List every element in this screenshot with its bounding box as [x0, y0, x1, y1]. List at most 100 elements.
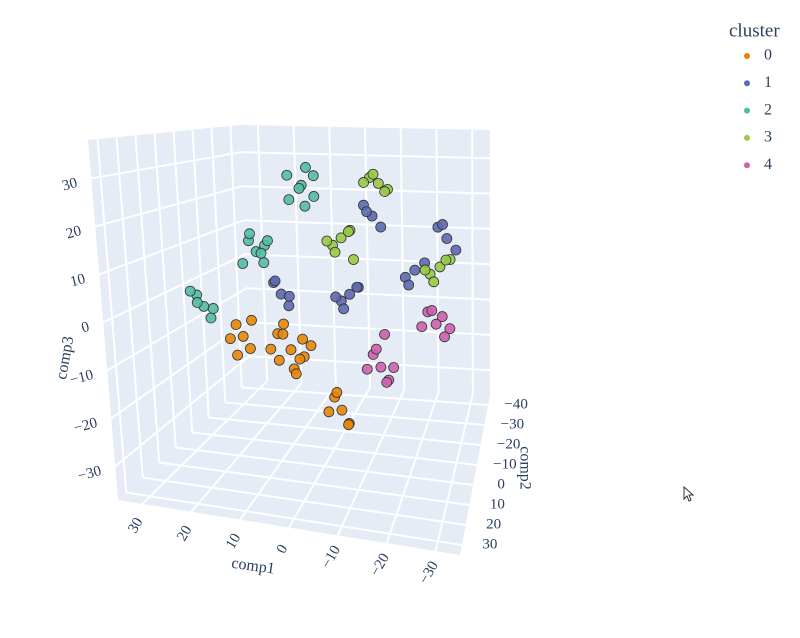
legend-marker: [744, 80, 750, 87]
point: [281, 169, 293, 181]
point: [440, 254, 452, 266]
point: [437, 219, 448, 230]
point: [293, 182, 305, 194]
y-grid-line: [153, 133, 177, 448]
point: [184, 285, 196, 297]
y-grid-line: [126, 491, 463, 546]
point: [338, 303, 350, 315]
z-grid-line: [94, 185, 243, 228]
point: [358, 177, 369, 188]
z-tick-label: 10: [68, 271, 87, 290]
y-axis-title: comp2: [516, 446, 533, 490]
z-grid-line: [243, 219, 491, 230]
x-grid-line: [471, 129, 474, 394]
y-grid-line: [172, 131, 194, 433]
points: [184, 162, 462, 431]
x-tick-label: −20: [367, 551, 393, 579]
point: [428, 276, 440, 288]
y-grid-line: [192, 431, 477, 466]
y-tick-label: 30: [482, 536, 497, 552]
point: [336, 404, 348, 416]
point: [224, 333, 236, 345]
point: [244, 228, 255, 240]
point: [269, 275, 281, 287]
z-grid-line: [91, 151, 242, 180]
x-tick-label: −10: [319, 543, 345, 571]
point: [375, 361, 387, 373]
y-grid-line: [191, 129, 210, 418]
z-grid-line: [241, 151, 491, 160]
point: [278, 318, 289, 330]
z-grid-line: [114, 355, 250, 468]
point: [375, 221, 387, 233]
y-grid-line: [134, 135, 161, 463]
y-grid-line: [115, 137, 144, 478]
y-grid-line: [96, 138, 128, 493]
y-grid-line: [225, 401, 485, 426]
z-tick-label: 30: [60, 175, 79, 194]
point: [381, 376, 393, 388]
point: [430, 318, 442, 330]
point: [205, 312, 217, 324]
point: [361, 363, 373, 375]
tick-labels: −30 −20 −10 0 10 20 30 −40 −30 −20 −10 0 10 20 30 −30 −2…: [60, 175, 527, 587]
y-grid-line: [142, 476, 466, 526]
point: [372, 178, 384, 189]
point: [335, 232, 347, 244]
z-grid-line: [246, 287, 491, 301]
point: [191, 297, 203, 308]
point: [450, 244, 462, 256]
legend-marker: [744, 134, 750, 141]
y-grid-line: [175, 446, 474, 486]
x-tick-label: 20: [174, 523, 195, 544]
point: [299, 200, 311, 212]
point: [237, 258, 249, 269]
point: [343, 226, 354, 237]
y-tick-label: 0: [497, 476, 505, 492]
point: [237, 331, 249, 342]
point: [351, 281, 363, 293]
point: [283, 194, 295, 205]
y-tick-label: −30: [501, 416, 524, 432]
z-tick-label: −10: [68, 367, 95, 389]
z-tick-label: 0: [80, 319, 91, 336]
y-tick-label: 10: [490, 496, 505, 512]
point: [273, 354, 285, 366]
point: [329, 246, 341, 258]
point: [388, 362, 400, 373]
point: [370, 343, 382, 355]
z-grid-line: [249, 355, 491, 372]
point: [409, 264, 421, 276]
point: [344, 288, 356, 300]
y-grid-line: [208, 416, 481, 446]
z-grid-line: [106, 287, 247, 372]
point: [262, 235, 273, 247]
point: [330, 291, 342, 303]
point: [283, 300, 295, 312]
point: [265, 343, 277, 355]
x-grid-line: [364, 127, 371, 388]
point: [232, 349, 243, 361]
legend-label: 4: [764, 156, 772, 173]
x-grid-line: [288, 386, 371, 529]
point: [230, 319, 242, 331]
point: [441, 233, 453, 244]
legend-label: 0: [764, 47, 772, 64]
legend-marker: [744, 162, 750, 169]
point: [307, 170, 319, 182]
y-grid-line: [210, 127, 227, 403]
legend-marker: [744, 53, 750, 59]
x-grid-line: [434, 393, 474, 552]
y-grid-line: [229, 125, 243, 388]
point: [277, 328, 289, 340]
x-tick-label: 30: [125, 515, 146, 536]
legend-label: 1: [764, 74, 772, 91]
x-axis-title: comp1: [230, 555, 275, 578]
point: [283, 290, 295, 302]
x-grid-line: [435, 128, 440, 392]
legend-title: cluster: [729, 20, 780, 41]
legend: 0 1 2 3 4: [744, 47, 772, 173]
point: [379, 328, 390, 340]
y-tick-label: 20: [486, 516, 501, 532]
point: [255, 247, 267, 259]
